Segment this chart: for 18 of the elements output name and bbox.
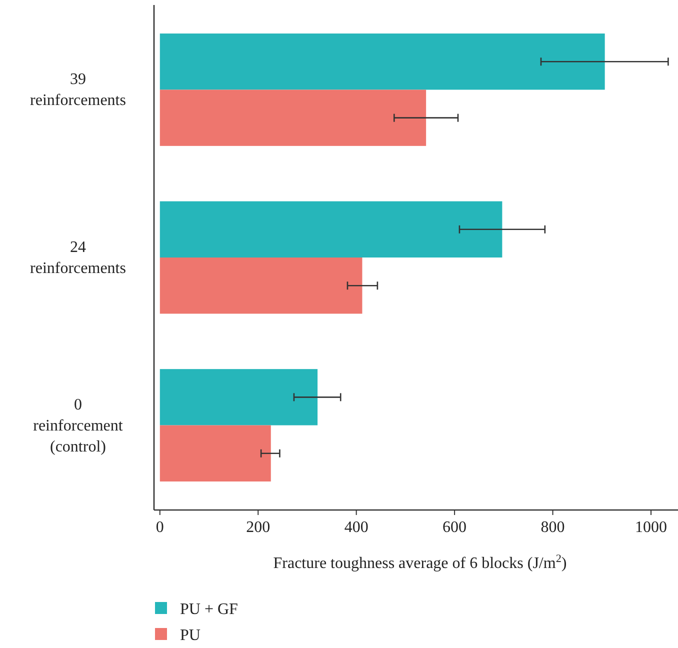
x-tick-label: 600: [442, 519, 467, 536]
x-tick-label: 400: [344, 519, 368, 536]
y-tick-label: 0 reinforcement (control): [33, 396, 124, 456]
bar: [160, 34, 605, 90]
x-tick-label: 800: [540, 519, 565, 536]
legend-label: PU + GF: [180, 601, 238, 618]
x-tick-label: 1000: [634, 519, 667, 536]
bar: [160, 90, 426, 146]
legend-label: PU: [180, 627, 201, 644]
y-tick-label: 24 reinforcements: [30, 239, 126, 277]
y-tick-label: 39 reinforcements: [30, 71, 126, 110]
bar: [160, 425, 271, 482]
bar: [160, 369, 318, 426]
bar: [160, 258, 362, 314]
x-axis-title: Fracture toughness average of 6 blocks (J/m$^{2}$): [273, 553, 567, 572]
x-tick-label: 0: [156, 519, 164, 536]
x-tick-label: 200: [246, 519, 270, 536]
bar: [160, 201, 502, 258]
